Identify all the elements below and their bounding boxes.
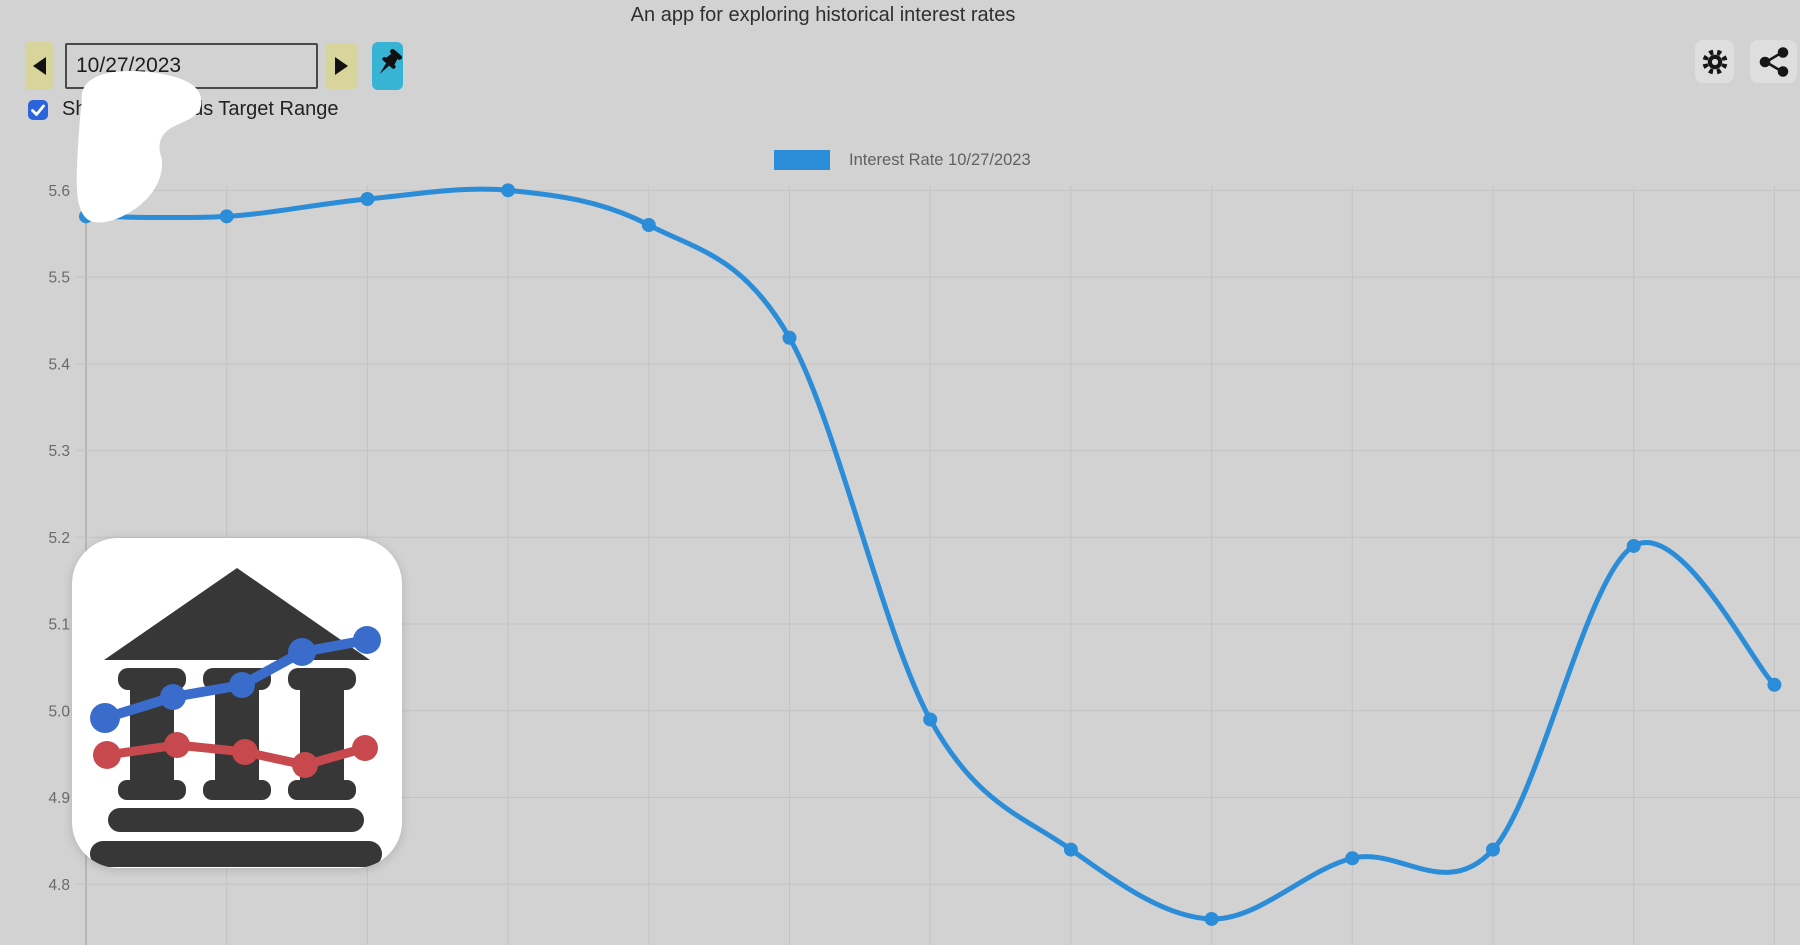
gear-icon	[1702, 49, 1727, 74]
pin-date-button[interactable]	[372, 42, 403, 90]
left-arrow-icon	[32, 57, 46, 75]
legend-swatch	[774, 150, 830, 170]
data-point[interactable]	[1063, 842, 1078, 857]
y-axis-tick-label: 4.8	[48, 877, 70, 894]
share-icon	[1759, 46, 1788, 77]
y-axis-tick-label: 5.6	[48, 183, 70, 200]
bank-chart-logo-icon	[90, 568, 382, 867]
target-range-label: Show Fed Funds Target Range	[62, 98, 339, 120]
logo-blue-trend-line	[90, 626, 381, 733]
share-button[interactable]	[1750, 40, 1797, 83]
y-axis-tick-label: 5.2	[48, 530, 70, 547]
y-axis-tick-label: 4.9	[48, 790, 70, 807]
previous-date-button[interactable]	[25, 42, 53, 90]
data-point[interactable]	[1345, 851, 1360, 866]
data-point[interactable]	[360, 192, 375, 207]
app-logo-card	[72, 538, 402, 868]
check-icon	[31, 104, 45, 116]
next-date-button[interactable]	[325, 43, 357, 89]
target-range-checkbox[interactable]	[28, 99, 48, 120]
y-axis-tick-label: 5.4	[48, 356, 70, 373]
data-point[interactable]	[1204, 911, 1219, 926]
data-point[interactable]	[923, 712, 938, 727]
data-point[interactable]	[219, 209, 234, 224]
y-axis-tick-label: 5.5	[48, 270, 70, 287]
y-axis-tick-label: 5.0	[48, 703, 70, 720]
page-title: An app for exploring historical interest…	[630, 4, 1016, 26]
data-point[interactable]	[1767, 677, 1782, 692]
chart-legend[interactable]: Interest Rate 10/27/2023	[774, 150, 1031, 170]
data-point[interactable]	[641, 218, 656, 233]
date-input[interactable]	[65, 43, 318, 89]
y-axis-tick-label: 5.1	[48, 617, 70, 634]
interest-rate-line	[83, 186, 1777, 922]
pushpin-icon	[379, 49, 402, 74]
target-range-row: Show Fed Funds Target Range	[28, 98, 338, 121]
logo-red-trend-line	[93, 732, 378, 778]
y-axis-tick-label: 5.3	[48, 443, 70, 460]
data-point[interactable]	[1486, 842, 1500, 857]
data-point[interactable]	[782, 330, 797, 345]
data-point[interactable]	[79, 209, 93, 224]
legend-label: Interest Rate 10/27/2023	[849, 150, 1031, 169]
right-arrow-icon	[334, 57, 348, 75]
data-point[interactable]	[501, 183, 516, 198]
settings-button[interactable]	[1695, 40, 1734, 83]
data-point[interactable]	[1626, 538, 1641, 553]
